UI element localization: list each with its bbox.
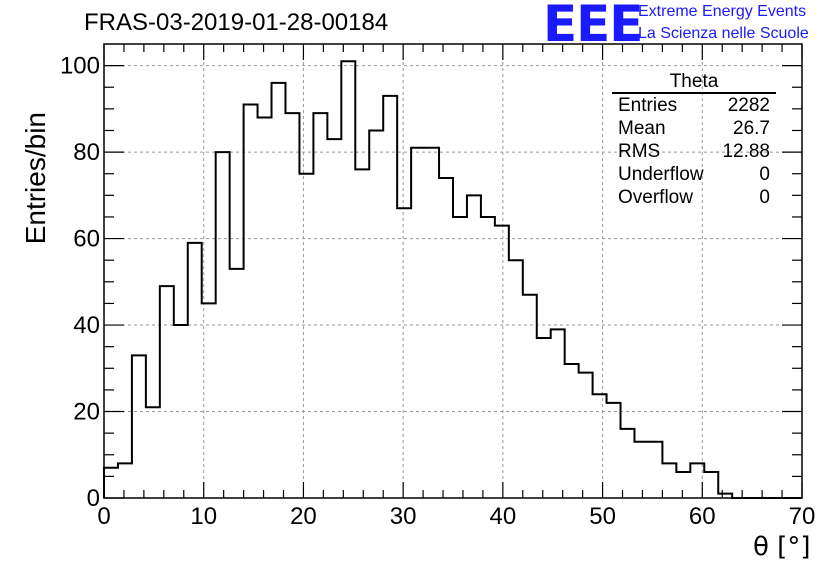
histogram-bin — [285, 113, 299, 498]
histogram-bin — [230, 269, 244, 498]
histogram-bin — [453, 217, 467, 498]
histogram-bin — [425, 148, 439, 498]
histogram-bin — [383, 96, 397, 498]
histogram-bin — [662, 463, 676, 498]
stats-value: 2282 — [727, 95, 770, 116]
stats-row-rms: RMS 12.88 — [612, 140, 778, 163]
stats-label: Overflow — [618, 187, 693, 208]
x-axis-label: θ [°] — [753, 532, 811, 562]
x-tick-label: 0 — [97, 503, 110, 530]
stats-value: 12.88 — [722, 141, 770, 162]
logo-text-line1: Extreme Energy Events — [638, 3, 807, 20]
y-tick-label: 20 — [73, 399, 100, 426]
y-tick-label: 40 — [73, 312, 100, 339]
histogram-bin — [621, 429, 635, 498]
stats-value: 0 — [759, 187, 770, 208]
histogram-bin — [439, 178, 453, 498]
y-axis-label: Entries/bin — [20, 112, 51, 245]
stats-row-underflow: Underflow 0 — [612, 163, 778, 186]
histogram-bin — [495, 226, 509, 498]
x-tick-label: 10 — [190, 503, 217, 530]
histogram-bin — [258, 118, 272, 498]
histogram-bin — [704, 472, 718, 498]
histogram-bin — [369, 130, 383, 498]
x-tick-label: 50 — [589, 503, 616, 530]
histogram-bin — [160, 286, 174, 498]
histogram-bin — [634, 442, 648, 498]
histogram-bin — [272, 83, 286, 498]
stats-label: Mean — [618, 118, 666, 139]
histogram-bin — [132, 355, 146, 498]
histogram-bin — [565, 364, 579, 498]
stats-title: Theta — [612, 72, 776, 94]
logo-text-line2: La Scienza nelle Scuole — [638, 25, 809, 42]
stats-value: 0 — [759, 164, 770, 185]
stats-label: Underflow — [618, 164, 704, 185]
histogram-bin — [509, 260, 523, 498]
histogram-bin — [551, 329, 565, 498]
stats-value: 26.7 — [733, 118, 770, 139]
histogram-bin — [313, 113, 327, 498]
histogram-bin — [299, 174, 313, 498]
y-tick-label: 100 — [60, 53, 100, 80]
x-tick-label: 20 — [290, 503, 317, 530]
histogram-bin — [174, 325, 188, 498]
y-tick-label: 0 — [87, 485, 100, 512]
histogram-bin — [104, 468, 118, 498]
plot-frame — [103, 43, 803, 499]
histogram-bin — [327, 139, 341, 498]
stats-label: Entries — [618, 95, 678, 116]
histogram-bin — [411, 148, 425, 498]
chart-title: FRAS-03-2019-01-28-00184 — [84, 9, 389, 36]
histogram-bin — [676, 472, 690, 498]
histogram-bin — [537, 338, 551, 498]
histogram-bin — [467, 195, 481, 498]
histogram-bin — [146, 407, 160, 498]
eee-logo: EEE — [543, 0, 643, 53]
histogram-bin — [593, 394, 607, 498]
histogram-bin — [481, 217, 495, 498]
stats-label: RMS — [618, 141, 661, 162]
histogram-bin — [188, 243, 202, 498]
stats-row-entries: Entries 2282 — [612, 94, 778, 117]
x-tick-label: 60 — [689, 503, 716, 530]
histogram-bin — [118, 463, 132, 498]
histogram-bin — [607, 403, 621, 498]
x-tick-label: 40 — [490, 503, 517, 530]
y-tick-label: 60 — [73, 226, 100, 253]
histogram-bin — [579, 373, 593, 498]
histogram-bin — [216, 152, 230, 498]
histogram-bin — [355, 169, 369, 498]
stats-row-mean: Mean 26.7 — [612, 117, 778, 140]
y-tick-label: 80 — [73, 139, 100, 166]
stats-box: Theta Entries 2282 Mean 26.7 RMS 12.88 U… — [612, 72, 778, 209]
histogram-bin — [397, 208, 411, 498]
x-tick-label: 30 — [390, 503, 417, 530]
histogram-bin — [341, 61, 355, 498]
histogram-bin — [244, 105, 258, 498]
stats-row-overflow: Overflow 0 — [612, 186, 778, 209]
histogram-bin — [648, 442, 662, 498]
x-tick-label: 70 — [789, 503, 816, 530]
histogram-series-line — [103, 60, 802, 499]
